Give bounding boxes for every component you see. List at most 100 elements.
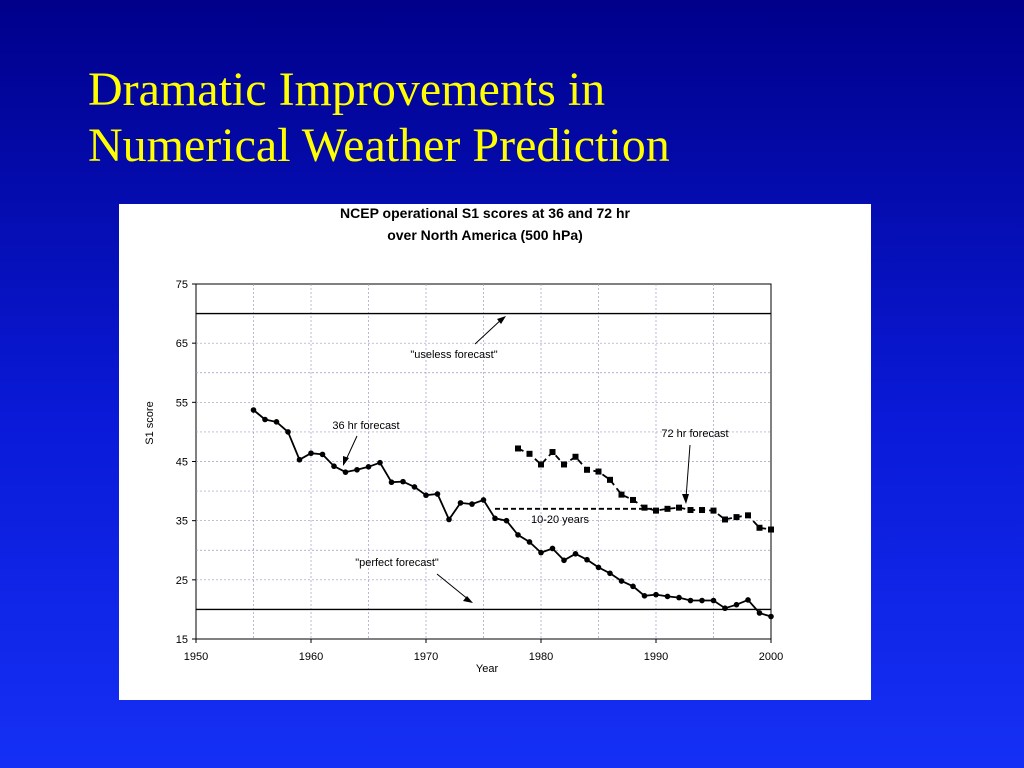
point-36-hr-forecast bbox=[285, 429, 291, 435]
slide-title: Dramatic Improvements in Numerical Weath… bbox=[88, 62, 670, 174]
point-36-hr-forecast bbox=[354, 466, 360, 473]
point-36-hr-forecast bbox=[641, 593, 648, 599]
s1-score-chart: NCEP operational S1 scores at 36 and 72 … bbox=[144, 205, 783, 675]
point-36-hr-forecast bbox=[342, 469, 349, 475]
point-36-hr-forecast bbox=[469, 501, 475, 507]
point-36-hr-forecast bbox=[400, 478, 406, 485]
point-72-hr-forecast bbox=[549, 449, 556, 456]
point-36-hr-forecast bbox=[549, 545, 556, 552]
point-36-hr-forecast bbox=[710, 597, 717, 604]
chart-title-line-1: NCEP operational S1 scores at 36 and 72 … bbox=[340, 205, 631, 221]
point-36-hr-forecast bbox=[653, 591, 659, 598]
point-72-hr-forecast bbox=[618, 491, 625, 498]
annotation-72hr-forecast: 72 hr forecast bbox=[661, 428, 728, 440]
point-36-hr-forecast bbox=[308, 450, 314, 457]
x-tick-label: 1980 bbox=[529, 651, 553, 663]
point-36-hr-forecast bbox=[572, 551, 579, 557]
y-tick-label: 15 bbox=[176, 634, 188, 646]
point-36-hr-forecast bbox=[676, 594, 682, 601]
point-36-hr-forecast bbox=[446, 516, 452, 523]
point-36-hr-forecast bbox=[273, 419, 280, 425]
point-36-hr-forecast bbox=[262, 416, 268, 423]
point-36-hr-forecast bbox=[595, 564, 602, 571]
s72-arrow-line bbox=[685, 444, 691, 499]
point-72-hr-forecast bbox=[607, 476, 613, 483]
point-36-hr-forecast bbox=[664, 593, 671, 600]
x-tick-label: 1960 bbox=[299, 651, 323, 663]
annotation-gap-years: 10-20 years bbox=[531, 514, 590, 526]
useless-arrow-line bbox=[474, 317, 504, 345]
point-36-hr-forecast bbox=[561, 557, 567, 564]
point-36-hr-forecast bbox=[503, 517, 510, 524]
point-72-hr-forecast bbox=[699, 507, 705, 514]
point-72-hr-forecast bbox=[653, 507, 659, 514]
point-36-hr-forecast bbox=[434, 491, 441, 497]
point-72-hr-forecast bbox=[641, 504, 648, 511]
y-tick-label: 35 bbox=[176, 516, 188, 528]
point-36-hr-forecast bbox=[630, 583, 636, 590]
y-tick-label: 75 bbox=[176, 279, 188, 291]
y-tick-label: 55 bbox=[176, 397, 188, 409]
point-36-hr-forecast bbox=[388, 479, 395, 486]
s36-arrow-head bbox=[343, 456, 349, 466]
y-tick-label: 25 bbox=[176, 575, 188, 587]
point-72-hr-forecast bbox=[561, 461, 567, 468]
chart-panel: NCEP operational S1 scores at 36 and 72 … bbox=[119, 204, 871, 700]
point-36-hr-forecast bbox=[296, 456, 303, 463]
point-36-hr-forecast bbox=[457, 500, 464, 506]
perfect-arrow-line bbox=[436, 573, 470, 601]
point-36-hr-forecast bbox=[733, 601, 740, 608]
point-72-hr-forecast bbox=[572, 453, 579, 460]
point-36-hr-forecast bbox=[538, 549, 544, 556]
point-36-hr-forecast bbox=[526, 539, 533, 545]
point-36-hr-forecast bbox=[607, 570, 613, 577]
point-36-hr-forecast bbox=[745, 597, 751, 603]
point-36-hr-forecast bbox=[423, 492, 429, 499]
useless-arrow-head bbox=[497, 316, 506, 324]
point-72-hr-forecast bbox=[687, 507, 694, 514]
point-36-hr-forecast bbox=[365, 464, 372, 470]
point-36-hr-forecast bbox=[756, 610, 763, 616]
point-72-hr-forecast bbox=[756, 524, 763, 531]
point-72-hr-forecast bbox=[515, 445, 521, 452]
point-36-hr-forecast bbox=[584, 556, 590, 563]
point-36-hr-forecast bbox=[480, 497, 487, 503]
point-72-hr-forecast bbox=[526, 450, 533, 457]
point-36-hr-forecast bbox=[331, 463, 337, 470]
s72-arrow-head bbox=[682, 494, 689, 504]
point-72-hr-forecast bbox=[584, 466, 590, 473]
point-72-hr-forecast bbox=[745, 512, 751, 519]
y-axis-label: S1 score bbox=[144, 401, 156, 444]
slide-title-line-1: Dramatic Improvements in bbox=[88, 63, 606, 116]
slide-title-line-2: Numerical Weather Prediction bbox=[88, 119, 670, 172]
point-36-hr-forecast bbox=[377, 459, 383, 466]
point-36-hr-forecast bbox=[699, 597, 705, 604]
point-36-hr-forecast bbox=[250, 407, 257, 413]
point-72-hr-forecast bbox=[538, 461, 544, 468]
x-tick-label: 1950 bbox=[184, 651, 208, 663]
point-72-hr-forecast bbox=[595, 468, 602, 475]
point-72-hr-forecast bbox=[733, 514, 740, 521]
point-72-hr-forecast bbox=[710, 507, 717, 514]
chart-title-line-2: over North America (500 hPa) bbox=[387, 227, 583, 243]
point-36-hr-forecast bbox=[768, 613, 774, 620]
point-36-hr-forecast bbox=[618, 578, 625, 584]
x-tick-label: 1990 bbox=[644, 651, 668, 663]
series-line-36-hr-forecast bbox=[252, 409, 772, 618]
x-axis-label: Year bbox=[476, 663, 499, 675]
annotation-perfect-forecast: "perfect forecast" bbox=[355, 557, 439, 569]
point-72-hr-forecast bbox=[630, 496, 636, 503]
perfect-arrow-head bbox=[463, 596, 473, 603]
point-72-hr-forecast bbox=[664, 505, 671, 512]
point-36-hr-forecast bbox=[492, 515, 498, 522]
x-tick-label: 2000 bbox=[759, 651, 783, 663]
point-36-hr-forecast bbox=[722, 605, 728, 612]
point-36-hr-forecast bbox=[411, 484, 418, 490]
y-tick-label: 45 bbox=[176, 457, 188, 469]
annotation-36hr-forecast: 36 hr forecast bbox=[332, 420, 399, 432]
point-72-hr-forecast bbox=[722, 516, 728, 523]
point-36-hr-forecast bbox=[687, 597, 694, 604]
point-36-hr-forecast bbox=[319, 451, 326, 458]
point-72-hr-forecast bbox=[676, 504, 682, 511]
point-36-hr-forecast bbox=[515, 532, 521, 538]
